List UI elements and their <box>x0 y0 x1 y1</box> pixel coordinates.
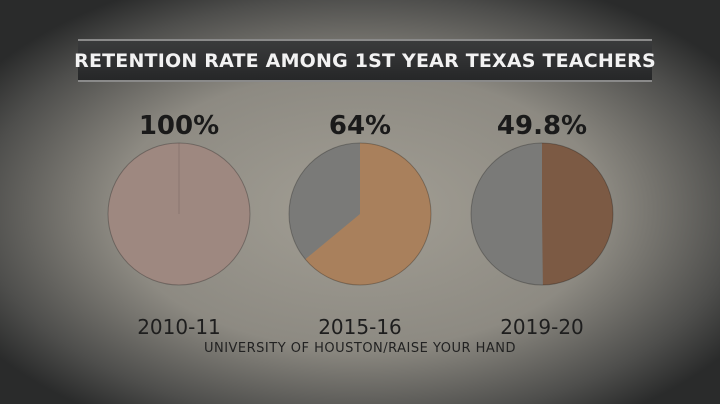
title-bar: RETENTION RATE AMONG 1ST YEAR TEXAS TEAC… <box>74 39 656 82</box>
pie-outline <box>470 142 614 286</box>
pie-outline <box>288 142 432 286</box>
source-credit: UNIVERSITY OF HOUSTON/RAISE YOUR HAND <box>203 341 517 356</box>
pie-value-slice <box>305 143 431 285</box>
pie-percent-label: 64% <box>329 111 391 141</box>
pie-percent-label: 49.8% <box>497 111 587 141</box>
pie-year-label: 2015-16 <box>318 315 402 339</box>
pie-year-label: 2019-20 <box>500 315 584 339</box>
pie-percent-label: 100% <box>139 111 219 141</box>
pie-outline <box>107 142 251 286</box>
pie-year-label: 2010-11 <box>137 315 221 339</box>
chart-title: RETENTION RATE AMONG 1ST YEAR TEXAS TEAC… <box>74 49 656 72</box>
pie-value-slice <box>542 143 613 285</box>
